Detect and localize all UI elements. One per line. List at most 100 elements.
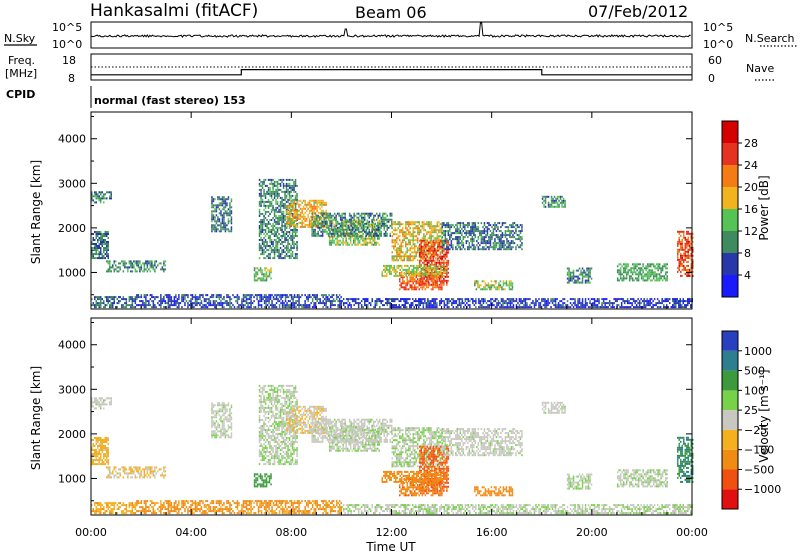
power-cell (367, 300, 369, 303)
power-cell (100, 191, 102, 194)
power-cell (581, 304, 584, 307)
power-cell (264, 225, 267, 227)
power-cell (653, 304, 656, 307)
power-cell (362, 212, 364, 215)
power-cell (450, 226, 453, 229)
power-cell (291, 253, 294, 256)
power-cell (256, 279, 259, 282)
power-cell (438, 241, 441, 244)
power-cell (292, 302, 294, 305)
power-cell (499, 302, 501, 305)
power-cell (388, 298, 390, 301)
power-cell (331, 294, 333, 297)
power-cell (284, 219, 286, 221)
power-cell (287, 235, 289, 237)
power-cell (406, 251, 408, 254)
power-cell (428, 275, 430, 278)
power-cell (441, 226, 444, 229)
power-cell (267, 198, 270, 201)
power-cell (518, 246, 520, 249)
power-cell (503, 302, 506, 305)
power-cell (402, 245, 404, 248)
power-cell (137, 260, 140, 263)
power-cell (350, 306, 352, 309)
power-cell (259, 304, 261, 307)
power-cell (353, 226, 355, 229)
power-cell (104, 249, 106, 252)
power-cell (193, 296, 195, 299)
power-cell (428, 249, 430, 252)
power-cell (506, 240, 508, 243)
power-cell (439, 229, 442, 232)
power-cell (492, 228, 495, 231)
power-cell (320, 234, 322, 237)
power-cell (383, 212, 385, 215)
power-cell (323, 225, 326, 228)
power-cell (394, 259, 396, 262)
power-cell (307, 300, 309, 303)
power-cell (479, 230, 481, 233)
power-cell (510, 248, 513, 251)
power-cell (345, 230, 348, 233)
power-cell (414, 223, 416, 226)
power-cell (145, 302, 147, 305)
power-cell (421, 302, 423, 305)
power-cell (260, 300, 263, 303)
power-cell (436, 229, 439, 232)
power-cell (229, 212, 231, 215)
power-cell (407, 268, 409, 271)
power-cell (371, 300, 373, 303)
power-cell (397, 243, 399, 246)
power-cell (294, 253, 297, 256)
power-cell (510, 240, 513, 243)
power-cell (194, 300, 197, 303)
power-cell (284, 304, 287, 307)
power-cell (462, 230, 465, 233)
power-cell (348, 243, 350, 246)
power-cell (459, 246, 462, 249)
power-cell (269, 229, 271, 231)
power-cell (413, 268, 415, 271)
power-cell (602, 306, 605, 309)
power-cell (227, 214, 230, 217)
power-cell (280, 296, 282, 299)
power-cell (276, 217, 279, 219)
power-cell (143, 268, 146, 271)
power-cell (160, 300, 162, 303)
power-cell (415, 300, 417, 303)
power-cell (408, 266, 410, 269)
power-cell (666, 298, 668, 301)
power-cell (199, 296, 201, 299)
power-cell (409, 259, 411, 262)
power-cell (437, 274, 439, 277)
power-cell (313, 217, 315, 220)
power-cell (393, 268, 395, 271)
power-cell (393, 229, 395, 232)
power-cell (224, 198, 227, 201)
power-cell (296, 209, 299, 212)
power-cell (383, 274, 385, 277)
power-cell (438, 276, 440, 279)
power-cell (103, 195, 105, 198)
power-cell (673, 304, 675, 307)
power-cell (518, 300, 521, 303)
power-cell (422, 257, 424, 260)
power-cell (468, 222, 471, 225)
power-cell (284, 257, 286, 260)
power-cell (500, 242, 502, 245)
power-cell (260, 188, 262, 191)
power-cell (406, 298, 408, 301)
power-cell (217, 220, 219, 223)
power-cell (275, 298, 278, 301)
power-cell (292, 215, 294, 218)
power-cell (493, 304, 495, 307)
power-cell (405, 264, 407, 267)
power-cell (409, 223, 411, 226)
power-cell (347, 226, 349, 229)
power-cell (273, 180, 276, 183)
power-cell (562, 302, 564, 305)
power-cell (500, 234, 502, 237)
power-cell (263, 204, 265, 207)
power-cell (119, 268, 121, 271)
